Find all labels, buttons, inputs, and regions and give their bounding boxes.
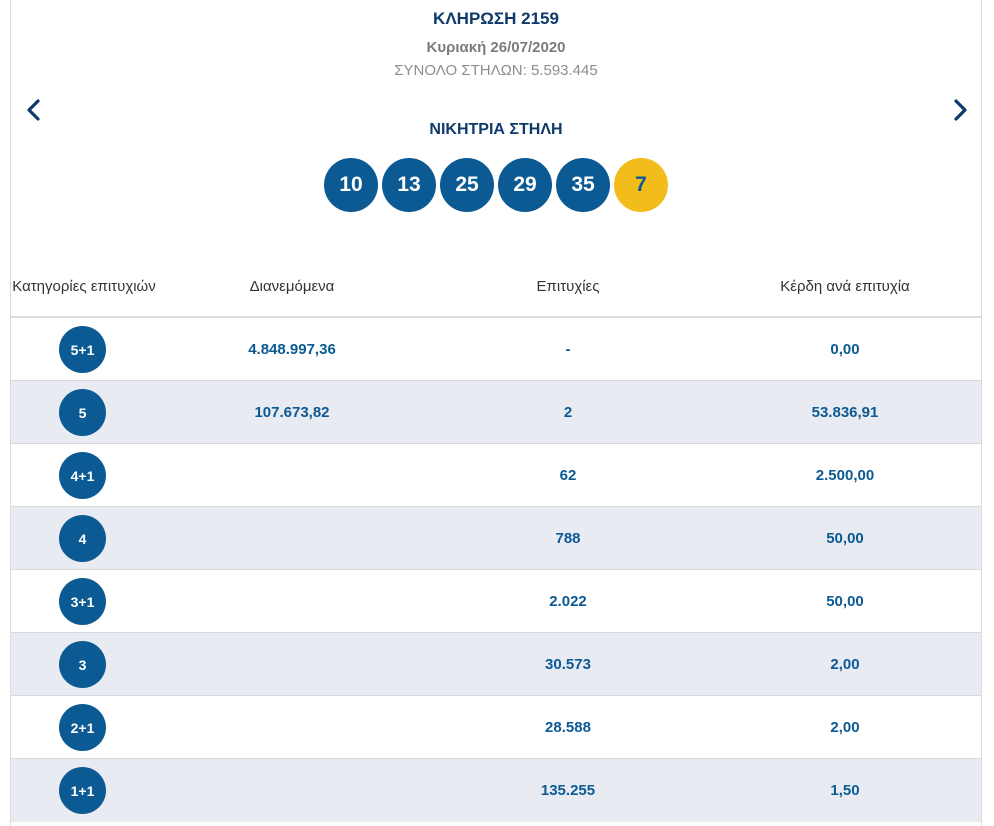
header-prize-per-winner: Κέρδη ανά επιτυχία — [780, 277, 910, 295]
winners-cell: 2.022 — [549, 592, 587, 610]
table-row: 2+1 28.588 2,00 — [11, 696, 981, 759]
distributed-cell — [157, 696, 427, 758]
winning-number-ball: 35 — [556, 158, 610, 212]
previous-draw-button[interactable] — [23, 97, 45, 123]
winning-number-ball: 13 — [382, 158, 436, 212]
winners-cell: 62 — [559, 466, 577, 484]
header-category: Κατηγορίες επιτυχιών — [12, 277, 156, 295]
prize-cell: 2,00 — [830, 655, 860, 673]
table-row: 5 107.673,82 2 53.836,91 — [11, 381, 981, 444]
distributed-cell: 107.673,82 — [254, 403, 330, 421]
chevron-left-icon — [27, 99, 40, 121]
winners-cell: 30.573 — [545, 655, 591, 673]
winning-numbers: 10 13 25 29 35 7 — [11, 158, 981, 212]
total-columns: ΣΥΝΟΛΟ ΣΤΗΛΩΝ: 5.593.445 — [394, 62, 598, 79]
table-row: 3 30.573 2,00 — [11, 633, 981, 696]
winners-cell: - — [565, 340, 571, 358]
table-row: 4 788 50,00 — [11, 507, 981, 570]
table-row: 3+1 2.022 50,00 — [11, 570, 981, 633]
distributed-cell — [157, 444, 427, 506]
table-row: 5+1 4.848.997,36 - 0,00 — [11, 318, 981, 381]
prize-cell: 50,00 — [826, 529, 864, 547]
winning-column-label: ΝΙΚΗΤΡΙΑ ΣΤΗΛΗ — [429, 121, 563, 138]
joker-number-ball: 7 — [614, 158, 668, 212]
category-badge: 4 — [59, 515, 106, 562]
winning-number-ball: 10 — [324, 158, 378, 212]
prize-cell: 2,00 — [830, 718, 860, 736]
category-badge: 3+1 — [59, 578, 106, 625]
draw-date: Κυριακή 26/07/2020 — [426, 39, 566, 56]
prize-cell: 2.500,00 — [815, 466, 875, 484]
distributed-cell — [157, 759, 427, 821]
winners-cell: 788 — [555, 529, 581, 547]
distributed-cell — [157, 507, 427, 569]
results-table-body: 5+1 4.848.997,36 - 0,00 5 107.673,82 2 5… — [11, 318, 981, 822]
category-badge: 2+1 — [59, 704, 106, 751]
category-badge: 3 — [59, 641, 106, 688]
table-row: 4+1 62 2.500,00 — [11, 444, 981, 507]
next-draw-button[interactable] — [949, 97, 971, 123]
winning-number-ball: 29 — [498, 158, 552, 212]
distributed-cell: 4.848.997,36 — [248, 340, 336, 358]
category-badge: 4+1 — [59, 452, 106, 499]
prize-cell: 53.836,91 — [811, 403, 879, 421]
winners-cell: 28.588 — [545, 718, 591, 736]
distributed-cell — [157, 570, 427, 632]
category-badge: 5+1 — [59, 326, 106, 373]
draw-results-panel: ΚΛΗΡΩΣΗ 2159 Κυριακή 26/07/2020 ΣΥΝΟΛΟ Σ… — [10, 0, 982, 826]
category-badge: 1+1 — [59, 767, 106, 814]
winners-cell: 2 — [563, 403, 573, 421]
winners-cell: 135.255 — [540, 781, 596, 799]
prize-cell: 0,00 — [830, 340, 860, 358]
prize-cell: 1,50 — [830, 781, 860, 799]
chevron-right-icon — [954, 99, 967, 121]
table-row: 1+1 135.255 1,50 — [11, 759, 981, 822]
draw-title: ΚΛΗΡΩΣΗ 2159 — [433, 9, 559, 28]
category-badge: 5 — [59, 389, 106, 436]
winning-number-ball: 25 — [440, 158, 494, 212]
results-table-header: Κατηγορίες επιτυχιών Διανεμόμενα Επιτυχί… — [11, 256, 981, 318]
header-distributed: Διανεμόμενα — [249, 277, 335, 295]
distributed-cell — [157, 633, 427, 695]
header-winners: Επιτυχίες — [536, 277, 600, 295]
prize-cell: 50,00 — [826, 592, 864, 610]
